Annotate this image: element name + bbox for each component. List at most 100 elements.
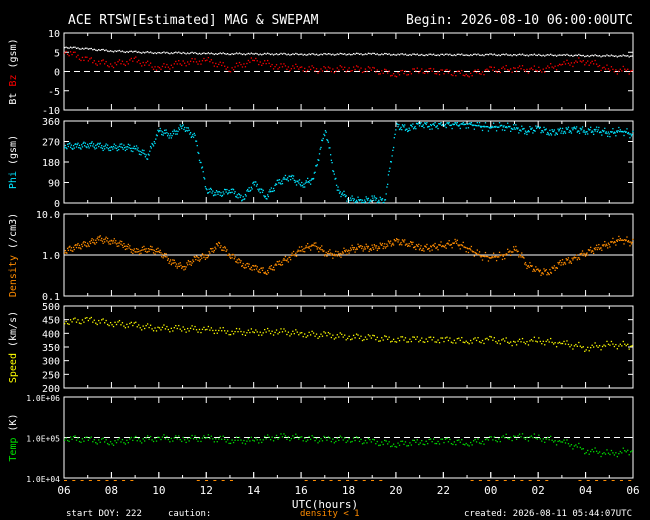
data-point-temp (164, 438, 167, 440)
data-point-bt (335, 54, 337, 56)
created-timestamp: created: 2026-08-11 05:44:07UTC (464, 509, 632, 519)
data-point-phi (486, 126, 488, 128)
data-point-density (268, 267, 270, 269)
data-point-phi (118, 148, 120, 151)
plot-title: ACE RTSW[Estimated] MAG & SWEPAM (68, 13, 319, 28)
data-point-phi (569, 129, 571, 132)
data-point-density (135, 248, 138, 250)
data-point-bt (80, 48, 82, 50)
data-point-speed (508, 342, 510, 344)
data-point-phi (607, 135, 609, 137)
data-point-phi (291, 174, 293, 177)
data-point-phi (258, 190, 260, 192)
data-point-bt (597, 55, 599, 57)
data-point-bz (601, 67, 604, 69)
data-point-phi (303, 183, 305, 185)
data-point-phi (605, 131, 607, 133)
data-point-phi (195, 140, 197, 142)
data-point-density (356, 248, 358, 250)
data-point-speed (619, 343, 621, 345)
data-point-bt (307, 54, 309, 56)
data-point-density (90, 239, 92, 242)
data-point-bz (467, 75, 469, 77)
data-point-bt (81, 47, 84, 50)
data-point-phi (475, 125, 478, 127)
data-point-bz (197, 63, 199, 65)
data-point-temp (330, 440, 333, 443)
data-point-density (149, 248, 151, 250)
data-point-density (179, 262, 181, 264)
data-point-bz (495, 70, 497, 72)
data-point-bt (548, 54, 550, 56)
data-point-phi (376, 202, 378, 204)
data-point-phi (501, 124, 503, 127)
data-point-density (495, 255, 497, 258)
data-point-bz (427, 72, 429, 74)
data-point-bt (594, 54, 596, 56)
data-point-phi (205, 187, 207, 190)
data-point-density (118, 245, 120, 247)
data-point-phi (416, 123, 418, 125)
data-point-speed (267, 327, 269, 330)
data-point-density (612, 242, 615, 244)
y-axis-label-part: Phi (8, 171, 19, 189)
data-point-speed (542, 340, 544, 343)
data-point-bt (449, 53, 451, 55)
data-point-phi (221, 195, 223, 197)
data-point-phi (535, 125, 537, 127)
data-point-density (618, 235, 620, 238)
data-point-speed (609, 344, 611, 346)
data-point-bt (145, 51, 147, 53)
data-point-bz (321, 70, 324, 72)
data-point-phi (632, 130, 634, 133)
data-point-phi (359, 199, 361, 201)
data-point-density (398, 244, 401, 246)
data-point-speed (312, 332, 315, 334)
data-point-phi (161, 133, 163, 136)
data-point-density (142, 249, 144, 251)
data-point-phi (604, 132, 607, 134)
data-point-speed (234, 330, 236, 333)
data-point-phi (576, 131, 578, 133)
data-point-density (191, 262, 193, 264)
data-point-density (201, 257, 203, 259)
data-point-density (166, 259, 169, 261)
data-point-phi (223, 193, 225, 195)
data-point-density (580, 254, 582, 256)
data-point-bt (601, 55, 604, 57)
data-point-temp (604, 453, 607, 455)
data-point-density (155, 248, 158, 250)
data-point-speed (357, 334, 359, 336)
data-point-phi (580, 129, 582, 131)
data-point-density (217, 245, 219, 247)
data-point-density (490, 257, 492, 259)
data-point-density (184, 265, 186, 268)
data-point-bz (483, 73, 485, 76)
data-point-phi (572, 129, 574, 131)
data-point-phi (134, 148, 136, 150)
data-point-phi (217, 193, 219, 195)
data-point-temp (175, 435, 177, 437)
data-point-phi (294, 181, 296, 184)
data-point-density (438, 244, 441, 246)
data-point-temp (102, 437, 104, 439)
data-point-density (172, 259, 174, 261)
data-point-bt (355, 52, 358, 54)
data-point-speed (98, 319, 100, 322)
data-point-density (440, 241, 442, 243)
data-point-speed (246, 332, 248, 334)
data-point-phi (126, 148, 128, 151)
data-point-density (146, 251, 149, 253)
data-point-temp (305, 440, 307, 443)
data-point-bt (228, 53, 230, 56)
data-point-density (92, 241, 94, 244)
data-point-temp (226, 439, 229, 441)
data-point-bz (158, 67, 161, 69)
data-point-speed (182, 326, 184, 328)
data-point-phi (167, 133, 170, 135)
data-point-density (158, 251, 161, 253)
data-point-phi (66, 143, 69, 145)
data-point-bz (135, 56, 137, 58)
density-caution-mark (130, 480, 134, 481)
data-point-density (259, 271, 261, 274)
